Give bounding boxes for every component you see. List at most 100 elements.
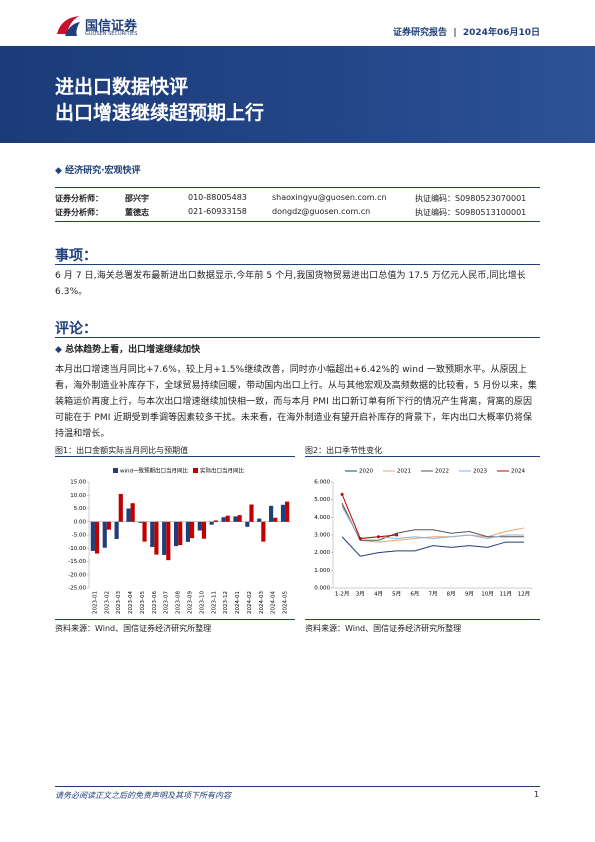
y-tick-label: -25.00: [68, 586, 86, 592]
analyst-cell: 证券分析师：: [55, 208, 103, 217]
analyst-cell: 董德志: [125, 208, 149, 217]
analyst-cell: 执证编码：S0980513100001: [415, 208, 527, 217]
bar: [114, 521, 119, 539]
disclaimer: 请务必阅读正文之后的免责声明及其项下所有内容: [55, 791, 231, 800]
figure-caption: 图2：出口季节性变化: [305, 446, 383, 455]
bar: [150, 521, 155, 547]
bar: [138, 521, 143, 523]
y-tick-label: 0.000: [314, 586, 330, 592]
y-tick-label: 3.000: [314, 533, 330, 539]
bar: [225, 515, 230, 522]
rule: [55, 619, 295, 620]
y-tick-label: 5.00: [74, 506, 87, 512]
rule: [55, 187, 540, 188]
x-tick-label: 2023-12: [223, 591, 229, 614]
x-tick-label: 2023-07: [164, 591, 170, 614]
y-tick-label: -20.00: [68, 572, 86, 578]
x-tick-label: 2024-04: [271, 591, 277, 614]
analyst-cell: 执证编码：S0980523070001: [415, 194, 527, 203]
bar: [209, 521, 214, 525]
y-tick-label: 15.00: [70, 480, 86, 486]
x-tick-label: 2023-11: [211, 591, 217, 614]
x-tick-label: 2023-01: [92, 591, 98, 614]
x-tick-label: 6月: [410, 591, 419, 598]
x-tick-label: 2023-09: [188, 591, 194, 614]
x-tick-label: 3月: [356, 591, 365, 598]
bar: [261, 521, 266, 542]
bar: [257, 518, 262, 522]
legend-label: 2024: [511, 469, 525, 475]
legend-label: 2020: [359, 469, 373, 475]
bar: [269, 505, 274, 522]
rule: [55, 264, 540, 265]
bar: [237, 515, 242, 522]
x-tick-label: 2023-04: [128, 591, 134, 614]
bar: [162, 521, 167, 555]
banner-title: 进出口数据快评: [55, 76, 189, 98]
y-tick-label: -5.00: [72, 533, 87, 539]
bar: [154, 521, 159, 555]
x-tick-label: 9月: [465, 591, 474, 598]
report-date: 2024年06月10日: [462, 28, 540, 38]
y-tick-label: 5.000: [314, 497, 330, 503]
logo-en: GUOSEN SECURITIES: [85, 31, 138, 37]
y-tick-label: 1.000: [314, 568, 330, 574]
bar: [285, 501, 290, 522]
x-tick-label: 7月: [429, 591, 438, 598]
figure-source: 资料来源：Wind、国信证券经济研究所整理: [55, 624, 212, 633]
bar: [213, 520, 218, 522]
page-number: 1: [534, 790, 540, 799]
bar: [106, 521, 111, 530]
x-tick-label: 12月: [518, 591, 531, 598]
bar: [221, 517, 226, 522]
x-tick-label: 2024-03: [259, 591, 265, 614]
y-tick-label: 0.00: [74, 519, 87, 525]
x-tick-label: 1-2月: [335, 591, 349, 598]
x-tick-label: 2023-05: [140, 591, 146, 614]
paragraph: 6 月 7 日,海关总署发布最新进出口数据显示,今年前 5 个月,我国货物贸易进…: [55, 271, 526, 297]
bar: [94, 521, 100, 554]
analyst-cell: 邵兴宇: [125, 194, 149, 203]
bar: [185, 521, 190, 542]
x-tick-label: 5月: [392, 591, 401, 598]
logo: 国信证券 GUOSEN SECURITIES: [55, 14, 185, 42]
rule: [55, 786, 540, 787]
rule: [55, 337, 540, 338]
figure-caption: 图1：出口金额实际当月同比与预期值: [55, 446, 189, 455]
x-tick-label: 2023-10: [199, 591, 205, 614]
figure-source: 资料来源：Wind、国信证券经济研究所整理: [305, 624, 462, 633]
x-tick-label: 2024-02: [247, 591, 253, 614]
bar: [166, 521, 171, 561]
report-type: 证券研究报告: [393, 28, 448, 38]
y-tick-label: -10.00: [68, 546, 86, 552]
x-tick-label: 2023-08: [176, 591, 182, 614]
y-tick-label: -15.00: [68, 559, 86, 565]
bar: [130, 503, 135, 522]
bar: [245, 521, 250, 527]
bar: [197, 521, 202, 531]
legend-label: 2021: [397, 469, 411, 475]
bar: [273, 517, 278, 522]
paragraph: 本月出口增速当月同比+7.6%，较上月+1.5%继续改善，同时亦小幅超出+6.4…: [55, 365, 537, 439]
y-tick-label: 6.000: [314, 480, 330, 486]
legend-swatch: [113, 468, 118, 473]
x-tick-label: 2023-02: [104, 591, 110, 614]
legend-swatch: [193, 468, 198, 473]
analyst-cell: 010-88005483: [188, 193, 247, 202]
bar: [201, 521, 207, 539]
banner: 进出口数据快评 出口增速继续超预期上行: [0, 46, 595, 143]
line: [341, 502, 524, 541]
x-tick-label: 4月: [374, 591, 383, 598]
category-text: 经济研究·宏观快评: [65, 166, 141, 176]
analyst-cell: shaoxingyu@guosen.com.cn: [272, 193, 387, 202]
chart: -25.00 -20.00 -15.00 -10.00 -5.00 0.00 5.00 10.…: [68, 467, 291, 614]
analyst-cell: dongdz@guosen.com.cn: [272, 207, 371, 216]
logo-text: 国信证券: [85, 19, 138, 34]
rule: [305, 619, 540, 620]
x-tick-label: 2024-01: [235, 591, 241, 614]
rule: [305, 456, 540, 457]
bar: [249, 504, 254, 522]
bullet-text: 总体趋势上看，出口增速继续加快: [65, 345, 201, 355]
legend-label: 实际出口当月同比: [200, 467, 245, 475]
